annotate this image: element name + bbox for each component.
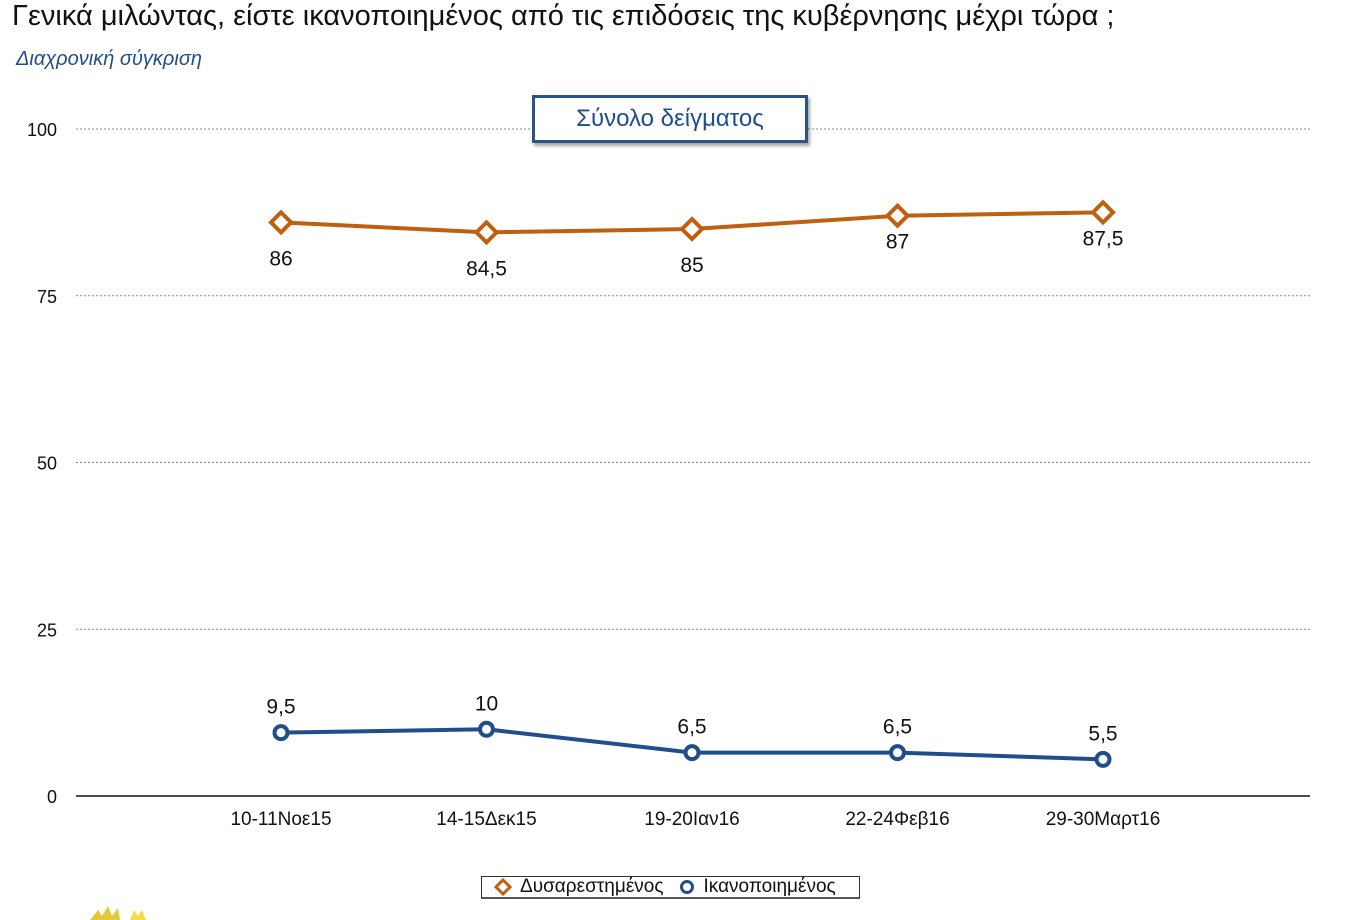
x-tick-label: 29-30Μαρτ16 [1046, 809, 1161, 830]
data-label: 10 [475, 692, 498, 715]
data-point [1094, 750, 1112, 768]
legend: Δυσαρεστημένος Ικανοποιημένος [481, 876, 860, 899]
data-point [1090, 199, 1116, 226]
data-point [473, 219, 500, 246]
data-point [889, 744, 906, 762]
legend-label: Ικανοποιημένος [703, 876, 836, 897]
data-point [679, 216, 705, 242]
data-label: 87,5 [1083, 227, 1124, 250]
data-label: 85 [680, 254, 703, 277]
x-tick-label: 22-24Φεβ16 [845, 809, 949, 830]
sample-annotation: Σύνολο δείγματος [532, 95, 808, 143]
data-label: 84,5 [466, 257, 507, 280]
data-point [884, 202, 911, 229]
data-label: 5,5 [1088, 722, 1117, 745]
data-label: 6,5 [883, 716, 912, 739]
diamond-marker-icon [494, 878, 512, 896]
y-tick-label: 50 [37, 454, 57, 474]
data-point [478, 720, 495, 738]
x-tick-label: 10-11Νοε15 [230, 809, 331, 830]
y-tick-label: 75 [37, 287, 57, 307]
y-tick-label: 0 [47, 787, 57, 807]
data-point [683, 744, 701, 762]
y-tick-label: 100 [27, 120, 57, 140]
x-tick-label: 19-20Ιαν16 [644, 809, 740, 830]
legend-label: Δυσαρεστημένος [520, 876, 664, 897]
data-point [268, 209, 294, 236]
data-label: 87 [886, 231, 909, 254]
data-label: 9,5 [266, 696, 295, 719]
circle-marker-icon [679, 880, 694, 894]
data-label: 6,5 [677, 716, 706, 739]
data-label: 86 [269, 247, 292, 270]
legend-item-satisfied: Ικανοποιημένος [678, 876, 836, 898]
y-tick-label: 25 [37, 620, 57, 640]
logo-icon [90, 906, 146, 920]
chart-subtitle: Διαχρονική σύγκριση [16, 48, 202, 70]
x-tick-label: 14-15Δεκ15 [436, 809, 536, 830]
data-point [272, 724, 290, 742]
chart-title: Γενικά μιλώντας, είστε ικανοποιημένος απ… [12, 0, 1115, 32]
legend-item-dissatisfied: Δυσαρεστημένος [494, 876, 664, 898]
